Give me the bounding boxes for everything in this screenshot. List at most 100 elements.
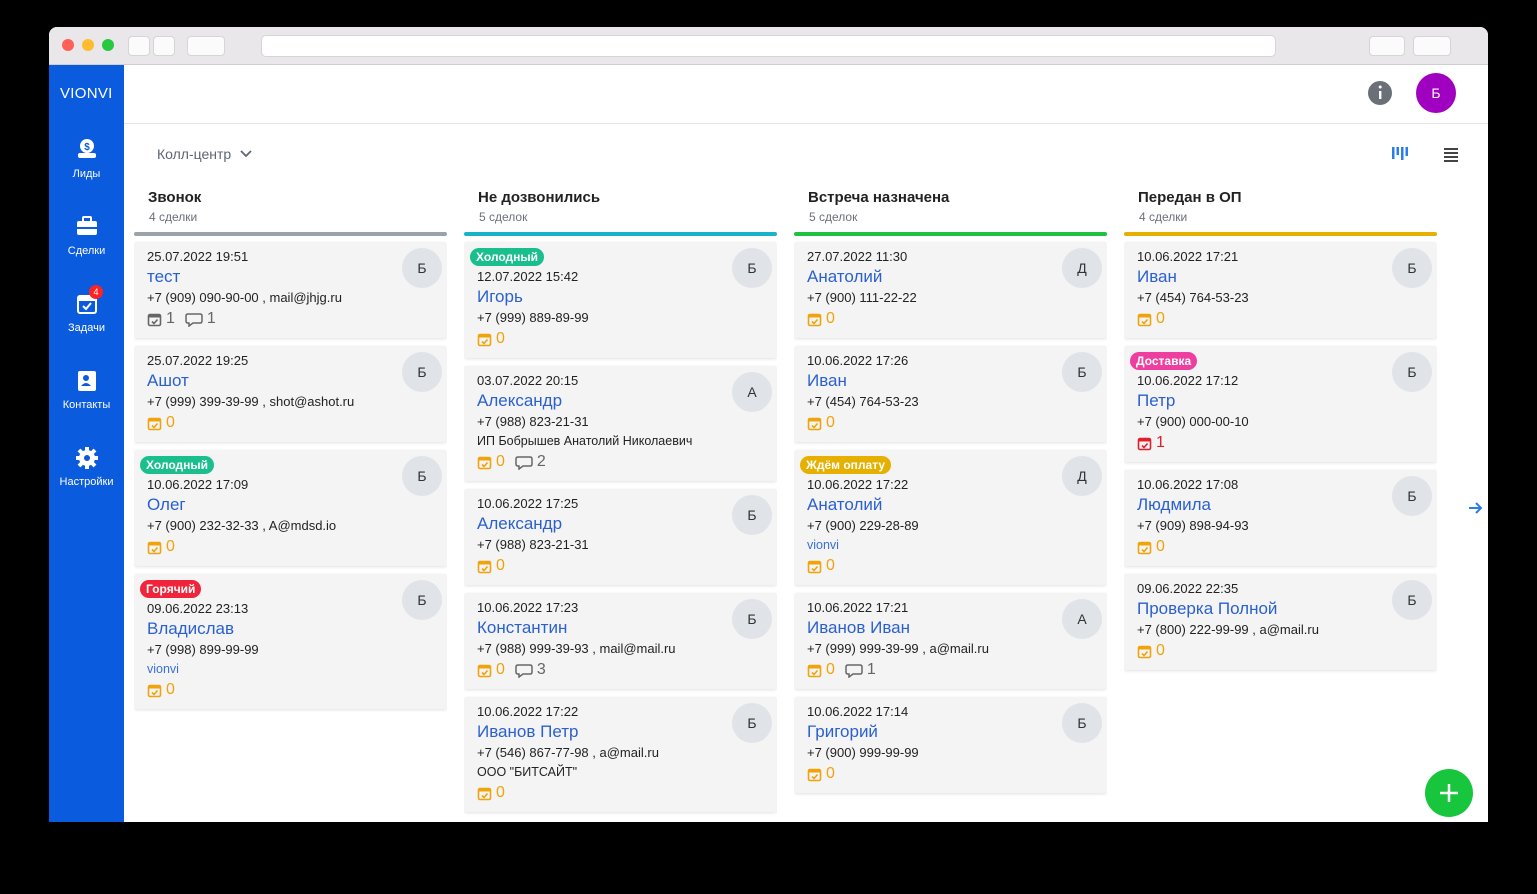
deal-card[interactable]: 10.06.2022 17:14 Григорий +7 (900) 999-99-… [794, 697, 1107, 793]
task-icon [1137, 437, 1152, 450]
column-bar [464, 232, 777, 236]
tabs-button[interactable] [1413, 36, 1451, 56]
deal-name[interactable]: Иван [1137, 267, 1177, 286]
task-icon [147, 684, 162, 697]
assignee-avatar: Б [402, 456, 442, 496]
close-button[interactable] [62, 39, 74, 51]
deal-name[interactable]: Иванов Петр [477, 722, 579, 741]
deal-card[interactable]: 10.06.2022 17:22 Иванов Петр +7 (546) 867-… [464, 697, 777, 812]
deal-card[interactable]: 25.07.2022 19:25 Ашот +7 (999) 399-39-99 ,… [134, 346, 447, 442]
deal-card[interactable]: 03.07.2022 20:15 Александр +7 (988) 823-21… [464, 366, 777, 481]
task-count: 0 [496, 661, 505, 678]
back-button[interactable] [128, 36, 150, 56]
deal-date: 10.06.2022 17:14 [807, 704, 909, 719]
deal-card[interactable]: 25.07.2022 19:51 тест +7 (909) 090-90-00 ,… [134, 242, 447, 338]
assignee-avatar: А [732, 372, 772, 412]
task-count: 1 [166, 310, 175, 327]
deal-name[interactable]: Григорий [807, 722, 878, 741]
deal-activity: 0 [807, 763, 1094, 785]
scroll-right-arrow[interactable] [1469, 502, 1483, 514]
nav-item[interactable]: $ Лиды [49, 138, 124, 180]
nav-item[interactable]: Сделки [49, 215, 124, 257]
task-icon [147, 417, 162, 430]
nav-icon [75, 447, 98, 469]
assignee-avatar: Б [1392, 476, 1432, 516]
deal-name[interactable]: Игорь [477, 287, 523, 306]
deal-date: 10.06.2022 17:25 [477, 496, 579, 511]
deal-card[interactable]: 10.06.2022 17:26 Иван +7 (454) 764-53-23 0 Б [794, 346, 1107, 442]
deal-contact: +7 (900) 232-32-33 , A@mdsd.io [147, 518, 337, 533]
share-button[interactable] [1369, 36, 1405, 56]
zoom-button[interactable] [102, 39, 114, 51]
deal-name[interactable]: Петр [1137, 391, 1176, 410]
comment-count: 1 [206, 310, 216, 327]
pipeline-name: Колл-центр [157, 146, 232, 162]
deal-card[interactable]: 09.06.2022 22:35 Проверка Полной +7 (800) … [1124, 574, 1437, 670]
deal-name[interactable]: Александр [477, 514, 563, 533]
minimize-button[interactable] [82, 39, 94, 51]
nav-item[interactable]: Настройки [49, 446, 124, 488]
comment-icon [515, 664, 533, 678]
list-view-icon[interactable] [1444, 148, 1458, 162]
deal-name[interactable]: Олег [147, 495, 186, 514]
task-icon [147, 541, 162, 554]
assignee-avatar: Д [1062, 456, 1102, 496]
deal-card[interactable]: 27.07.2022 11:30 Анатолий +7 (900) 111-22-… [794, 242, 1107, 338]
deal-card[interactable]: 10.06.2022 17:23 Константин +7 (988) 999-3… [464, 593, 777, 689]
deal-name[interactable]: Проверка Полной [1137, 599, 1278, 618]
assignee-avatar: Б [1062, 352, 1102, 392]
deal-name[interactable]: Александр [477, 391, 563, 410]
deal-card[interactable]: Холодный 10.06.2022 17:09 Олег +7 (900) 232… [134, 450, 447, 566]
deal-contact: +7 (988) 823-21-31 [477, 537, 589, 552]
deal-activity: 0 [147, 536, 434, 558]
deal-name[interactable]: тест [147, 267, 181, 286]
nav-item[interactable]: Контакты [49, 369, 124, 411]
nav-label: Лиды [72, 168, 101, 180]
assignee-avatar: Б [1392, 580, 1432, 620]
deal-card[interactable]: 10.06.2022 17:08 Людмила +7 (909) 898-94-9… [1124, 470, 1437, 566]
task-icon [477, 787, 492, 800]
pipeline-select[interactable]: Колл-центр [157, 146, 252, 162]
deal-card[interactable]: Горячий 09.06.2022 23:13 Владислав +7 (998)… [134, 574, 447, 709]
task-icon [807, 417, 822, 430]
deal-card[interactable]: Ждём оплату 10.06.2022 17:22 Анатолий +7 (9… [794, 450, 1107, 585]
task-count: 0 [1156, 538, 1165, 555]
pipeline-column: Встреча назначена 5 сделок 27.07.2022 11:3… [794, 188, 1107, 822]
deal-name[interactable]: Иван [807, 371, 847, 390]
deal-name[interactable]: Анатолий [807, 267, 883, 286]
deal-date: 10.06.2022 17:23 [477, 600, 579, 615]
user-avatar[interactable] [1416, 73, 1456, 113]
deal-name[interactable]: Людмила [1137, 495, 1212, 514]
deal-contact: +7 (454) 764-53-23 [807, 394, 919, 409]
deal-card[interactable]: 10.06.2022 17:25 Александр +7 (988) 823-21… [464, 489, 777, 585]
comment-count: 3 [536, 661, 546, 678]
deal-name[interactable]: Иванов Иван [807, 618, 911, 637]
pipeline-column: Звонок 4 сделки 25.07.2022 19:51 тест +7 (90… [134, 188, 447, 822]
deal-name[interactable]: Ашот [147, 371, 189, 390]
kanban-view-icon[interactable] [1392, 147, 1408, 160]
forward-button[interactable] [153, 36, 175, 56]
assignee-avatar: Б [1392, 248, 1432, 288]
deal-date: 25.07.2022 19:51 [147, 249, 249, 264]
deal-name[interactable]: Константин [477, 618, 568, 637]
deal-card[interactable]: 10.06.2022 17:21 Иван +7 (454) 764-53-23 0 Б [1124, 242, 1437, 338]
tag-label: Холодный [140, 456, 215, 474]
address-bar[interactable] [261, 35, 1276, 57]
deal-card[interactable]: Доставка 10.06.2022 17:12 Петр +7 (900) 000… [1124, 346, 1437, 462]
task-icon [147, 313, 162, 326]
user-initial: Б [1431, 85, 1440, 101]
nav-item[interactable]: 4 Задачи [49, 285, 124, 334]
deal-card[interactable]: Холодный 12.07.2022 15:42 Игорь +7 (999) 88… [464, 242, 777, 358]
deal-extra: ООО "БИТСАЙТ" [477, 765, 578, 779]
deal-card[interactable]: 10.06.2022 17:21 Иванов Иван +7 (999) 999-… [794, 593, 1107, 689]
deal-name[interactable]: Анатолий [807, 495, 883, 514]
sidebar-button[interactable] [187, 36, 225, 56]
task-icon [477, 456, 492, 469]
deal-tag: Ждём оплату [800, 456, 1094, 476]
comment-icon [515, 456, 533, 470]
deal-name[interactable]: Владислав [147, 619, 235, 638]
